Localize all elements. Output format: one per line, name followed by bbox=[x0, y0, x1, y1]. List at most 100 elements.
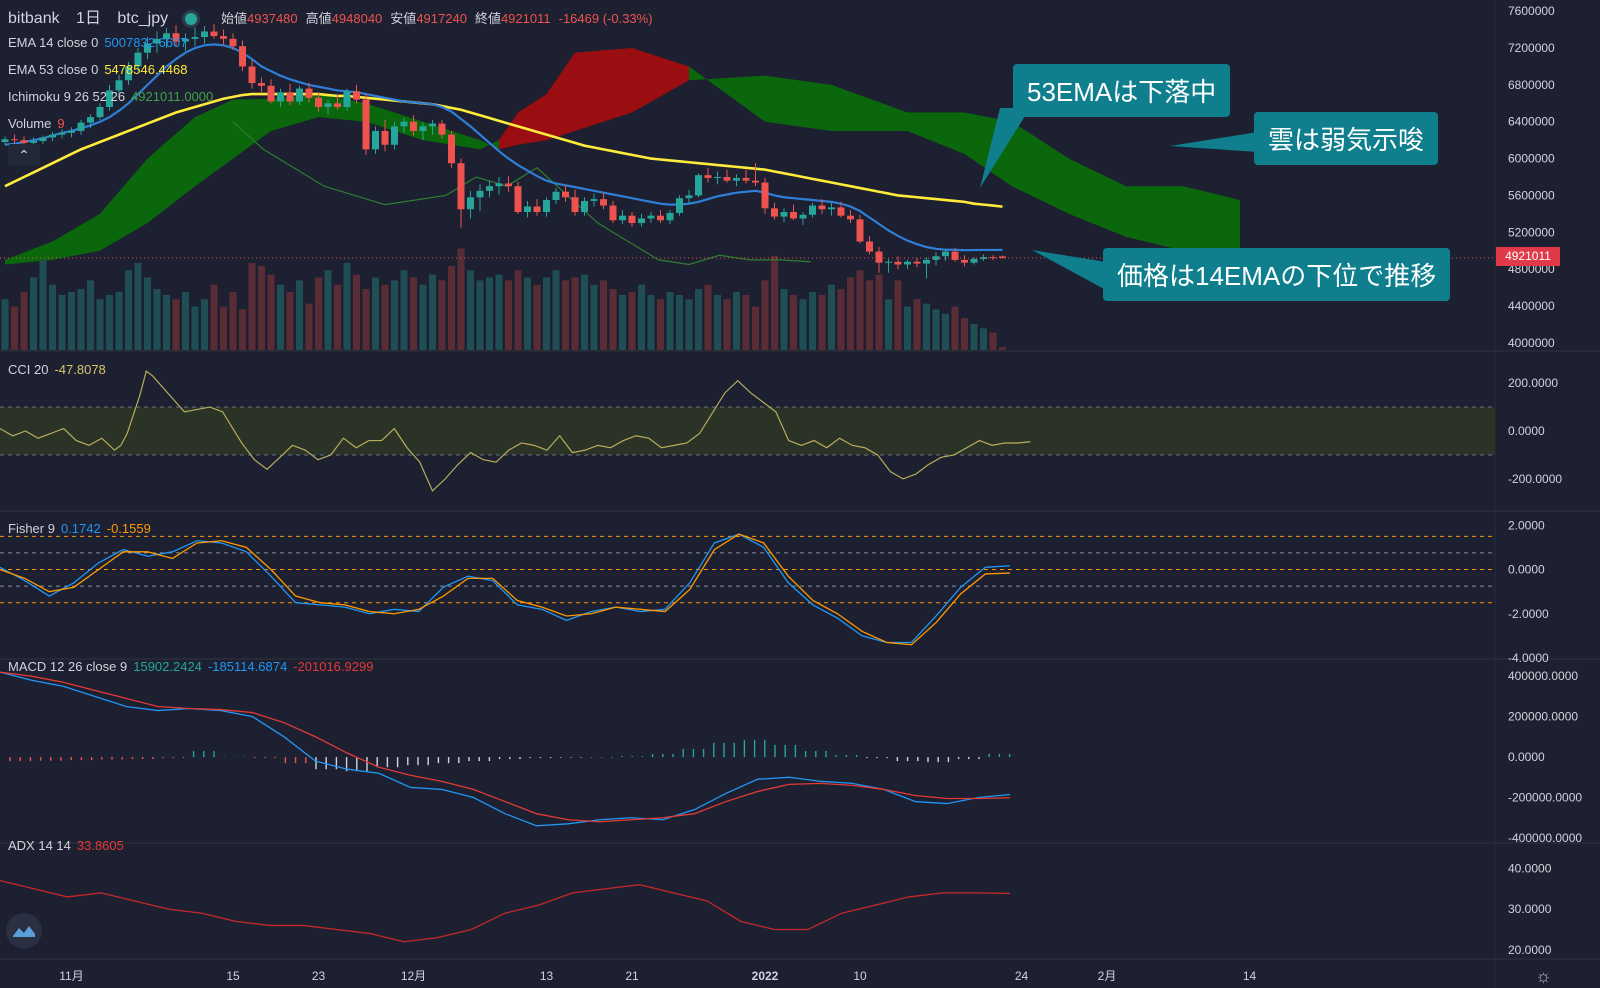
volume-bar bbox=[866, 280, 873, 350]
symbol-name[interactable]: btc_jpy bbox=[117, 10, 169, 27]
volume-bar bbox=[638, 284, 645, 350]
symbol-header: bitbank 1日 btc_jpy 始値4937480 高値4948040 安値4… bbox=[8, 4, 661, 28]
volume-bar bbox=[172, 299, 180, 350]
collapse-legend-button[interactable]: ⌃ bbox=[8, 144, 40, 166]
legend-cci-value: -47.8078 bbox=[54, 362, 106, 377]
y-tick-label: -2.0000 bbox=[1508, 607, 1549, 621]
candle-body bbox=[847, 215, 854, 220]
tradingview-logo-icon[interactable] bbox=[6, 913, 42, 949]
cci-pane[interactable] bbox=[0, 370, 1495, 492]
candle-body bbox=[429, 123, 436, 127]
legend-ema14[interactable]: EMA 14 close 0 5007832.6607 bbox=[8, 35, 193, 50]
callout-cloud[interactable]: 雲は弱気示唆 bbox=[1254, 112, 1439, 165]
legend-macd[interactable]: MACD 12 26 close 9 15902.2424 -185114.6874… bbox=[8, 659, 379, 674]
legend-cci-name: CCI 20 bbox=[8, 362, 49, 377]
volume-bar bbox=[628, 292, 636, 350]
price-pane[interactable] bbox=[0, 24, 1495, 350]
kumo-cloud-segment bbox=[632, 48, 689, 113]
candle-body bbox=[58, 132, 66, 135]
kumo-cloud-segment bbox=[100, 158, 148, 251]
volume-bar bbox=[714, 294, 721, 350]
x-tick-label: 24 bbox=[1015, 969, 1029, 983]
time-axis[interactable]: 11月 15 23 12月 13 21 2022 10 24 2月 14 bbox=[59, 969, 1256, 983]
kumo-cloud-segment bbox=[831, 84, 908, 131]
kumo-cloud-segment bbox=[499, 112, 518, 150]
legend-ema53[interactable]: EMA 53 close 0 5478546.4468 bbox=[8, 62, 193, 77]
volume-bar bbox=[182, 292, 189, 350]
volume-bar bbox=[685, 299, 693, 350]
volume-bar bbox=[980, 328, 987, 350]
adx-pane[interactable] bbox=[0, 880, 1011, 943]
volume-bar bbox=[657, 299, 664, 350]
interval-label[interactable]: 1日 bbox=[76, 10, 101, 27]
exchange-name[interactable]: bitbank bbox=[8, 10, 60, 27]
x-tick-label: 11月 bbox=[59, 969, 83, 983]
candle-body bbox=[809, 205, 816, 215]
volume-bar bbox=[932, 309, 940, 350]
volume-bar bbox=[505, 280, 512, 350]
price-axis[interactable]: 7600000 7200000 6800000 6400000 6000000 56000… bbox=[1508, 4, 1582, 957]
candle-body bbox=[448, 134, 455, 164]
volume-bar bbox=[723, 299, 731, 350]
open-label: 始値 bbox=[221, 11, 248, 26]
y-tick-label: -200000.0000 bbox=[1508, 791, 1582, 805]
candle-body bbox=[438, 123, 446, 135]
candle-body bbox=[790, 212, 797, 219]
ema14-line bbox=[4, 43, 1003, 252]
candle-body bbox=[87, 117, 94, 123]
candle-body bbox=[923, 259, 930, 264]
candle-body bbox=[68, 130, 75, 133]
volume-bar bbox=[828, 284, 835, 350]
legend-fisher[interactable]: Fisher 9 0.1742 -0.1559 bbox=[8, 521, 157, 536]
last-price-label: 4921011 bbox=[1496, 247, 1560, 266]
callout-ema53[interactable]: 53EMAは下落中 bbox=[1013, 64, 1231, 117]
candle-body bbox=[828, 207, 835, 210]
kumo-cloud-segment bbox=[1183, 186, 1221, 251]
candle-body bbox=[676, 198, 683, 213]
chikou-span-line bbox=[232, 121, 811, 266]
callout-price[interactable]: 価格は14EMAの下位で推移 bbox=[1103, 248, 1451, 301]
volume-bar bbox=[799, 299, 807, 350]
candle-body bbox=[467, 197, 474, 210]
fisher-pane[interactable] bbox=[0, 533, 1495, 646]
volume-bar bbox=[904, 306, 911, 350]
legend-ema14-name: EMA 14 close 0 bbox=[8, 35, 99, 50]
candle-body bbox=[638, 218, 645, 224]
candle-body bbox=[153, 38, 161, 44]
candle-body bbox=[353, 91, 360, 100]
candle-body bbox=[39, 137, 47, 142]
macd-series-line bbox=[0, 671, 1011, 827]
y-tick-label: 0.0000 bbox=[1508, 424, 1545, 438]
volume-bar bbox=[704, 284, 712, 350]
fisher-series-line bbox=[0, 533, 1011, 644]
volume-bar bbox=[324, 270, 332, 350]
volume-bar bbox=[372, 277, 379, 350]
volume-bar bbox=[695, 289, 702, 350]
legend-cci[interactable]: CCI 20 -47.8078 bbox=[8, 362, 112, 377]
legend-ema53-value: 5478546.4468 bbox=[104, 62, 188, 77]
legend-ichimoku[interactable]: Ichimoku 9 26 52 26 4921011.0000 bbox=[8, 89, 219, 104]
y-tick-label: 5600000 bbox=[1508, 188, 1555, 202]
volume-bar bbox=[153, 289, 161, 350]
x-tick-label: 12月 bbox=[401, 969, 426, 983]
y-tick-label: -400000.0000 bbox=[1508, 831, 1582, 845]
settings-gear-icon[interactable]: ☼ bbox=[1535, 966, 1552, 986]
volume-bar bbox=[163, 294, 170, 350]
candle-body bbox=[144, 43, 151, 53]
kumo-cloud-segment bbox=[5, 241, 53, 265]
volume-bar bbox=[923, 303, 930, 350]
y-tick-label: 4400000 bbox=[1508, 299, 1555, 313]
legend-volume[interactable]: Volume 9 bbox=[8, 116, 71, 131]
volume-bar bbox=[524, 277, 531, 350]
candle-body bbox=[220, 36, 227, 39]
candle-body bbox=[970, 258, 978, 263]
kumo-cloud-segment bbox=[1126, 186, 1183, 251]
volume-bar bbox=[77, 289, 85, 350]
legend-adx[interactable]: ADX 14 14 33.8605 bbox=[8, 838, 130, 853]
volume-bar bbox=[229, 292, 237, 350]
volume-bar bbox=[856, 270, 864, 350]
ohlc-values: 始値4937480 高値4948040 安値4917240 終値4921011 -164… bbox=[221, 11, 661, 26]
macd-pane[interactable] bbox=[0, 671, 1011, 827]
candle-body bbox=[524, 206, 531, 212]
candle-body bbox=[115, 80, 123, 91]
